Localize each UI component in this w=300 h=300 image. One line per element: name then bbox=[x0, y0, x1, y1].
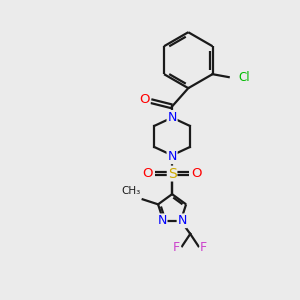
Text: S: S bbox=[168, 167, 176, 181]
Text: O: O bbox=[143, 167, 153, 180]
Text: O: O bbox=[139, 93, 150, 106]
Text: N: N bbox=[178, 214, 187, 227]
Text: CH₃: CH₃ bbox=[121, 186, 140, 197]
Text: N: N bbox=[167, 111, 177, 124]
Text: F: F bbox=[173, 241, 180, 254]
Text: Cl: Cl bbox=[238, 70, 250, 84]
Text: F: F bbox=[200, 241, 207, 254]
Text: N: N bbox=[167, 150, 177, 163]
Text: N: N bbox=[157, 214, 167, 227]
Text: O: O bbox=[191, 167, 202, 180]
